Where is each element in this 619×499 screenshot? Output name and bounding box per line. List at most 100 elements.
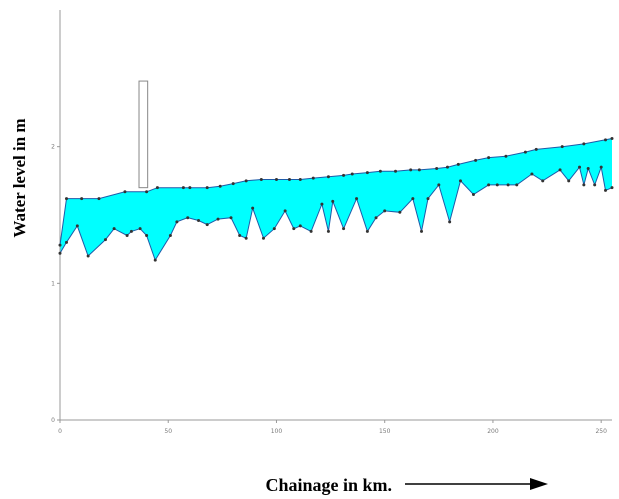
bed-level-point <box>374 216 378 220</box>
bed-level-point <box>604 188 608 192</box>
bed-level-point <box>205 223 209 227</box>
water-surface-point <box>155 186 159 190</box>
bed-level-point <box>216 217 220 221</box>
bed-level-point <box>342 227 346 231</box>
water-surface-point <box>58 243 62 247</box>
water-surface-point <box>378 169 382 173</box>
arrow-right-icon <box>405 478 548 490</box>
bed-level-point <box>599 165 603 169</box>
bed-level-point <box>506 183 510 187</box>
bed-level-point <box>125 234 129 237</box>
bed-level-point <box>86 254 90 258</box>
bed-level-point <box>320 202 324 206</box>
water-surface-point <box>64 197 68 201</box>
bed-level-point <box>487 183 491 187</box>
bed-level-point <box>261 236 265 240</box>
x-axis-title: Chainage in km. <box>265 475 392 495</box>
bed-level-point <box>458 179 462 183</box>
water-surface-point <box>145 190 149 194</box>
bed-level-point <box>292 227 296 231</box>
water-surface-point <box>350 172 354 176</box>
water-surface-point <box>456 162 460 166</box>
x-axis: 0 50 100 150 200 250 <box>58 419 612 435</box>
water-surface-point <box>417 168 421 172</box>
water-surface-point <box>342 173 346 177</box>
x-tick-label: 100 <box>271 428 283 435</box>
bed-level-point <box>298 224 302 228</box>
y-axis-title: Water level in m <box>10 118 29 237</box>
bed-level-point <box>326 229 330 233</box>
bed-level-point <box>58 251 62 255</box>
water-surface-point <box>188 186 192 190</box>
bed-level-point <box>558 168 562 172</box>
bed-level-point <box>515 183 519 187</box>
bed-level-point <box>251 206 255 210</box>
bed-level-point <box>448 220 452 224</box>
bed-level-point <box>283 209 287 213</box>
bed-level-line <box>59 165 613 262</box>
bed-level-point <box>582 183 586 187</box>
y-tick-label: 0 <box>51 417 55 424</box>
water-surface-point <box>394 169 398 173</box>
x-tick-label: 150 <box>379 428 391 435</box>
bed-level-point <box>153 258 157 262</box>
water-surface-point <box>610 136 614 140</box>
water-surface-point <box>287 177 291 181</box>
bed-level-point <box>129 229 133 233</box>
water-surface-point <box>244 179 248 183</box>
bed-level-point <box>471 193 475 196</box>
water-surface-point <box>604 138 608 142</box>
bed-level-point <box>75 224 79 228</box>
bed-level-point <box>186 216 190 220</box>
water-surface-point <box>326 175 330 179</box>
y-tick-label: 1 <box>51 280 55 287</box>
water-surface-point <box>560 145 564 149</box>
bed-level-point <box>138 227 142 231</box>
bed-level-point <box>145 234 149 237</box>
bed-level-point <box>541 179 545 183</box>
water-surface-point <box>523 150 527 154</box>
bed-level-point <box>238 234 242 237</box>
water-surface-point <box>487 156 491 160</box>
water-surface-point <box>435 167 439 171</box>
water-surface-point <box>311 176 315 180</box>
bed-level-point <box>365 229 369 233</box>
bed-level-point <box>309 229 313 233</box>
water-surface-line <box>59 138 613 246</box>
water-surface-point <box>231 182 235 186</box>
bed-level-point <box>411 197 415 201</box>
bed-level-point <box>593 183 597 187</box>
bed-level-point <box>168 234 172 237</box>
bed-level-point <box>103 238 107 242</box>
water-surface-point <box>365 171 369 175</box>
x-tick-label: 250 <box>595 428 607 435</box>
bed-level-point <box>197 218 201 222</box>
water-surface-point <box>123 190 127 194</box>
y-tick-label: 2 <box>51 144 55 151</box>
bed-level-point <box>175 220 179 224</box>
annotation-rectangle <box>138 80 149 189</box>
bed-level-point <box>495 183 499 187</box>
bed-level-point <box>244 236 248 240</box>
water-surface-point <box>259 177 263 181</box>
bed-level-point <box>567 179 571 183</box>
water-surface-point <box>298 177 302 181</box>
bed-level-point <box>610 186 614 190</box>
bed-level-point <box>331 199 335 203</box>
bed-level-point <box>420 229 424 233</box>
bed-level-point <box>398 210 402 214</box>
water-surface-point <box>582 142 586 146</box>
water-surface-point <box>504 154 508 158</box>
water-surface-point <box>409 168 413 172</box>
bed-level-point <box>437 183 441 187</box>
bed-level-point <box>383 209 387 213</box>
water-surface-point <box>80 197 84 201</box>
water-surface-point <box>181 186 185 190</box>
water-surface-point <box>97 197 101 201</box>
bed-level-point <box>229 216 233 220</box>
water-surface-point <box>534 147 538 151</box>
x-tick-label: 200 <box>487 428 499 435</box>
water-surface-point <box>474 158 478 162</box>
bed-level-point <box>64 240 68 244</box>
water-surface-point <box>274 177 278 181</box>
